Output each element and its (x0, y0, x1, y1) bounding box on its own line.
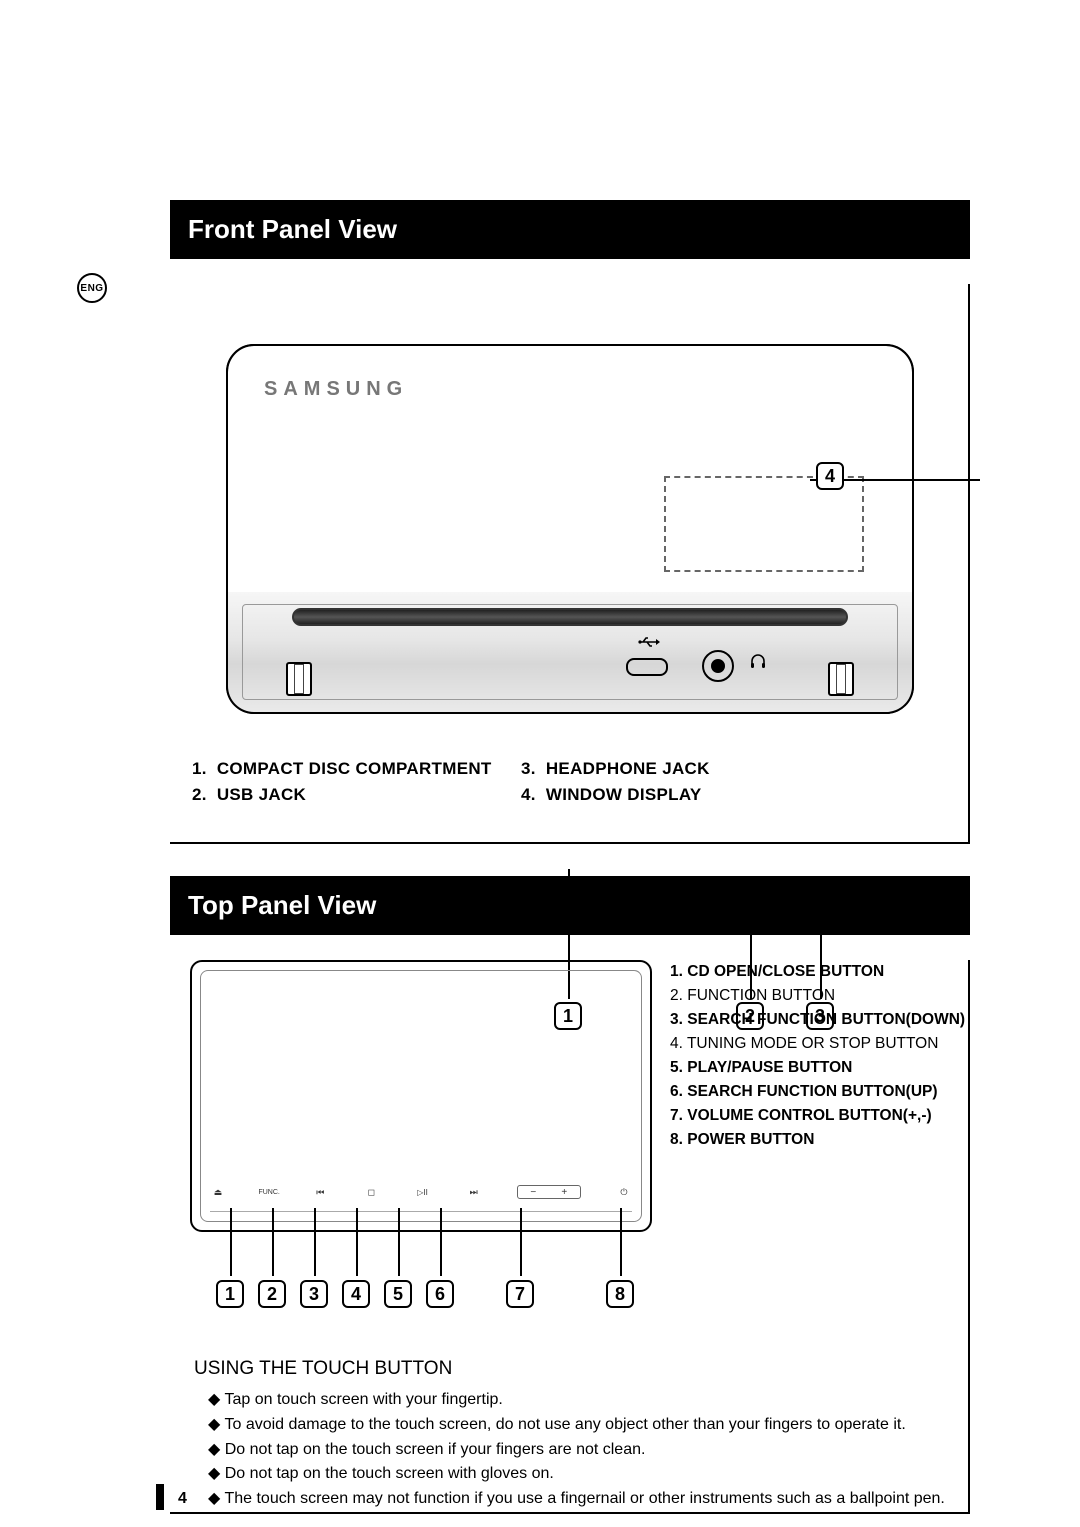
usb-port (626, 658, 668, 676)
page-number: 4 (178, 1490, 187, 1508)
window-display (664, 476, 864, 572)
usb-icon (638, 634, 660, 655)
power-icon: ⏻ (616, 1185, 632, 1199)
section-title-front: Front Panel View (170, 200, 970, 259)
volume-icon: −+ (517, 1185, 581, 1199)
top-callout-6: 6 (426, 1280, 454, 1308)
top-callout-8: 8 (606, 1280, 634, 1308)
touch-heading: USING THE TOUCH BUTTON (194, 1358, 452, 1380)
play-icon: ▷II (415, 1185, 431, 1199)
top-callout-1: 1 (216, 1280, 244, 1308)
top-callout-3: 3 (300, 1280, 328, 1308)
func-label: FUNC. (261, 1185, 277, 1199)
headphone-icon (750, 652, 766, 675)
headphone-jack (702, 650, 734, 682)
top-callout-4: 4 (342, 1280, 370, 1308)
top-callout-7: 7 (506, 1280, 534, 1308)
section-title-top: Top Panel View (170, 876, 970, 935)
device-top-outline: ⏏ FUNC. ⏮ ◻ ▷II ⏭ −+ ⏻ (190, 960, 652, 1232)
touch-list: Tap on touch screen with your fingertip.… (208, 1388, 945, 1512)
prev-icon: ⏮ (312, 1185, 328, 1199)
eject-icon: ⏏ (210, 1185, 226, 1199)
next-icon: ⏭ (466, 1185, 482, 1199)
top-panel-figure: ⏏ FUNC. ⏮ ◻ ▷II ⏭ −+ ⏻ 1 2 3 4 5 6 7 8 (170, 960, 970, 1514)
front-legend: 1. COMPACT DISC COMPARTMENT 2. USB JACK … (192, 756, 821, 809)
front-callout-4: 4 (816, 462, 844, 490)
top-callout-2: 2 (258, 1280, 286, 1308)
language-badge: ENG (77, 273, 107, 303)
top-legend: 1. CD OPEN/CLOSE BUTTON 2. FUNCTION BUTT… (670, 960, 965, 1152)
page-edge-mark (156, 1484, 164, 1510)
stop-icon: ◻ (363, 1185, 379, 1199)
top-callout-5: 5 (384, 1280, 412, 1308)
device-front-outline: SAMSUNG (226, 344, 914, 714)
cd-slot (292, 608, 848, 626)
brand-logo: SAMSUNG (264, 378, 408, 401)
